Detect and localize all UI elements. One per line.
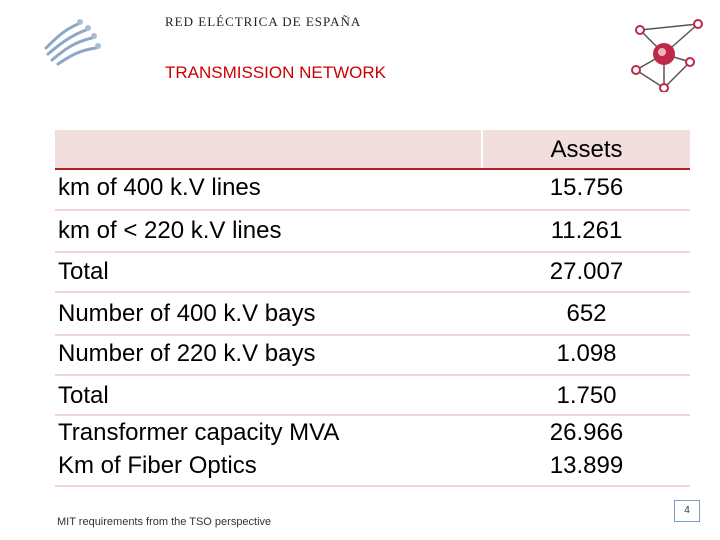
row-label: Number of 400 k.V bays	[58, 300, 316, 327]
row-separator	[55, 251, 690, 253]
row-label: Transformer capacity MVA	[58, 419, 340, 446]
table-header-bar: Assets	[55, 130, 690, 170]
footer-text: MIT requirements from the TSO perspectiv…	[57, 516, 272, 528]
page-number: 4	[674, 500, 700, 522]
column-header-assets: Assets	[550, 136, 623, 163]
row-label: Total	[58, 382, 109, 409]
row-value: 27.007	[549, 258, 624, 285]
row-label: Total	[58, 258, 109, 285]
row-separator	[55, 334, 690, 336]
row-separator	[55, 485, 690, 487]
company-name: RED ELÉCTRICA DE ESPAÑA	[165, 14, 362, 29]
row-value: 13.899	[549, 452, 624, 479]
network-node-icon	[631, 19, 703, 92]
row-value: 11.261	[550, 217, 623, 244]
row-label: Km of Fiber Optics	[58, 452, 257, 479]
row-value: 1.750	[556, 382, 617, 409]
page-title: TRANSMISSION NETWORK	[165, 63, 387, 82]
row-label: km of 400 k.V lines	[58, 174, 261, 201]
row-label: Number of 220 k.V bays	[58, 340, 316, 367]
header-divider	[481, 130, 483, 168]
company-logo-icon	[44, 19, 101, 66]
row-value: 26.966	[549, 419, 624, 446]
row-separator	[55, 209, 690, 211]
row-separator	[55, 414, 690, 416]
row-value: 1.098	[556, 340, 617, 367]
row-value: 652	[566, 300, 607, 327]
row-separator	[55, 291, 690, 293]
row-separator	[55, 374, 690, 376]
row-value: 15.756	[549, 174, 624, 201]
assets-table: Assets	[55, 130, 690, 170]
row-label: km of < 220 k.V lines	[58, 217, 282, 244]
